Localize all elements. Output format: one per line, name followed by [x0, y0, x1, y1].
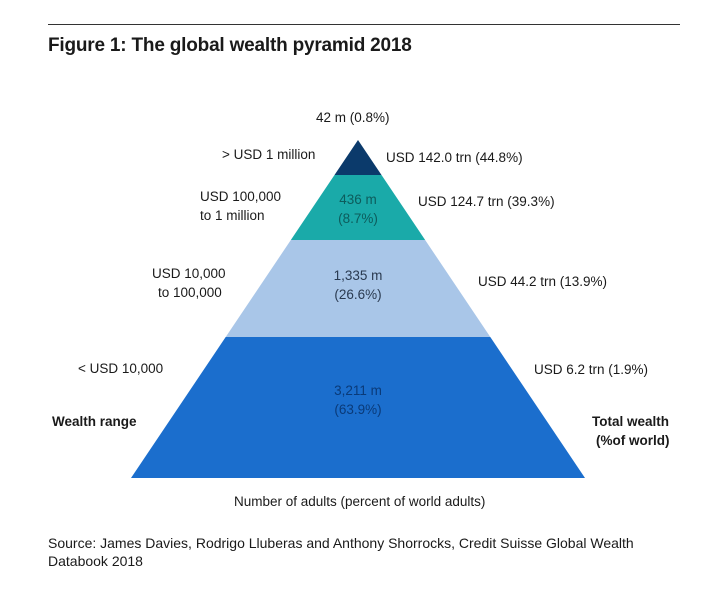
right-axis-label-line1: Total wealth: [592, 414, 670, 429]
tier3-range-label: < USD 10,000: [78, 361, 164, 376]
tier2-range-line2: to 100,000: [158, 285, 222, 300]
x-axis-label: Number of adults (percent of world adult…: [234, 494, 486, 509]
tier1-wealth-label: USD 124.7 trn (39.3%): [418, 194, 555, 209]
tier2-wealth-label: USD 44.2 trn (13.9%): [478, 274, 608, 289]
source-line2: Databook 2018: [48, 553, 143, 569]
tier2-adults-line1: 1,335 m: [333, 268, 383, 283]
tier3-adults-line2: (63.9%): [334, 402, 382, 417]
tier2-adults-line2: (26.6%): [334, 287, 382, 302]
tier3-adults-line1: 3,211 m: [334, 383, 382, 398]
tier-under-10k: [131, 337, 585, 478]
right-axis-label-line2: (%of world): [596, 433, 670, 448]
tier2-range-line1: USD 10,000: [152, 266, 226, 281]
tier3-wealth-label: USD 6.2 trn (1.9%): [534, 362, 649, 377]
tier-100k-1m: [290, 175, 426, 240]
source-line1: Source: James Davies, Rodrigo Lluberas a…: [48, 535, 634, 551]
tier-10k-100k: [225, 240, 491, 337]
chart-title: Figure 1: The global wealth pyramid 2018: [48, 35, 412, 56]
tier1-range-line2: to 1 million: [200, 208, 265, 223]
tier0-wealth-label: USD 142.0 trn (44.8%): [386, 150, 523, 165]
tier1-adults-line1: 436 m: [339, 192, 377, 207]
tier-over-1m: [334, 140, 382, 175]
top-rule: [48, 24, 680, 25]
left-axis-label: Wealth range: [52, 414, 137, 429]
tier0-adults-label: 42 m (0.8%): [316, 110, 390, 125]
tier1-range-line1: USD 100,000: [200, 189, 282, 204]
tier1-adults-line2: (8.7%): [338, 211, 378, 226]
tier0-range-label: > USD 1 million: [222, 147, 316, 162]
